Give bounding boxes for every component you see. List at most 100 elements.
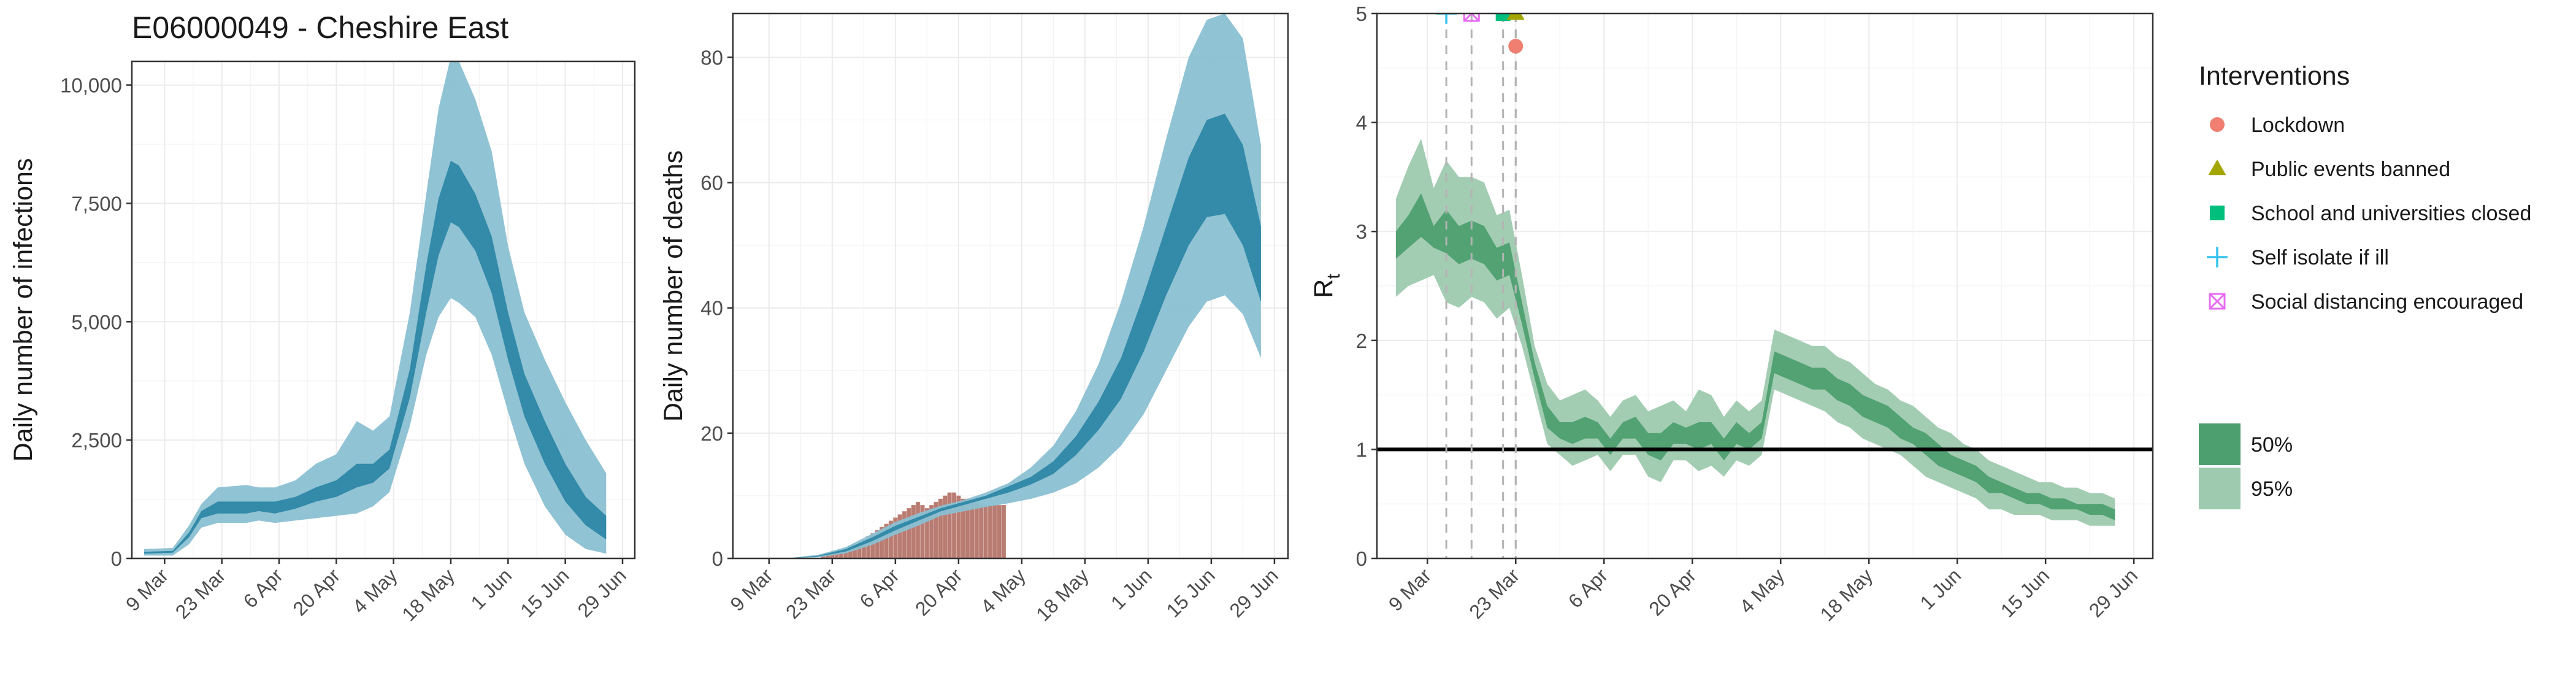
x-tick-label: 18 May <box>1032 564 1093 625</box>
death-bar <box>920 504 925 558</box>
x-tick-label: 29 Jun <box>573 564 631 621</box>
legend-item-label: School and universities closed <box>2251 202 2531 225</box>
panel-border <box>131 60 636 560</box>
x-tick-label: 15 Jun <box>1996 564 2053 621</box>
legend-band-swatch <box>2199 468 2241 509</box>
legend-marker <box>2210 206 2225 220</box>
y-tick-label: 20 <box>700 422 723 445</box>
x-tick-label: 1 Jun <box>1915 564 1965 614</box>
legend-marker <box>2209 293 2226 310</box>
legend-band-swatch <box>2199 423 2241 465</box>
legend-marker <box>2208 160 2226 176</box>
legend-item-label: Self isolate if ill <box>2251 246 2389 269</box>
x-tick-label: 1 Jun <box>1106 564 1156 614</box>
x-tick-label: 4 May <box>1735 564 1788 617</box>
legend-item-label: Lockdown <box>2251 114 2345 137</box>
figure-title: E06000049 - Cheshire East <box>132 10 508 45</box>
y-tick-label: 0 <box>1356 547 1367 570</box>
x-tick-label: 6 Apr <box>239 564 288 612</box>
panel-border <box>1376 12 2154 560</box>
y-tick-label: 4 <box>1356 112 1367 134</box>
y-tick-label: 80 <box>700 46 723 69</box>
legend-band-label: 50% <box>2251 433 2293 457</box>
legend-marker <box>2207 247 2228 268</box>
x-tick-label: 9 Mar <box>1384 564 1436 615</box>
band-95 <box>144 61 607 556</box>
y-tick-label: 40 <box>700 297 723 320</box>
x-tick-label: 18 May <box>1815 564 1877 625</box>
x-tick-label: 9 Mar <box>121 564 173 615</box>
x-tick-label: 6 Apr <box>856 564 904 612</box>
legend-title: Interventions <box>2199 61 2350 91</box>
x-tick-label: 20 Apr <box>911 564 967 620</box>
x-tick-label: 15 Jun <box>1162 564 1219 621</box>
intervention-marker <box>1506 14 1525 20</box>
y-tick-label: 3 <box>1356 220 1367 243</box>
plot-area <box>144 61 607 556</box>
legend-item-label: Public events banned <box>2251 158 2450 181</box>
deaths-panel: 0 20 40 60 80 9 Mar 23 Mar 6 Apr 20 Apr 4 May 18 M… <box>659 12 1289 625</box>
death-bar <box>997 504 1002 558</box>
band-50 <box>1395 193 2115 520</box>
legend: Interventions Lockdown Public events banne… <box>2199 61 2531 509</box>
x-tick-label: 9 Mar <box>726 564 778 615</box>
death-bar <box>902 511 907 558</box>
x-tick-label: 1 Jun <box>466 564 516 614</box>
x-tick-label: 18 May <box>397 564 459 625</box>
rt-panel: 0 1 2 3 4 5 9 Mar 23 Mar 6 Apr 20 Apr 4 May 18 May 1… <box>1309 2 2154 625</box>
x-tick-label: 20 Apr <box>1644 564 1700 620</box>
death-bar <box>970 501 975 558</box>
death-bar <box>987 504 993 558</box>
death-bar <box>974 501 979 558</box>
y-tick-label: 10,000 <box>60 74 122 97</box>
legend-band-label: 95% <box>2251 477 2293 501</box>
y-tick-label: 0 <box>111 547 122 570</box>
y-tick-label: 5 <box>1356 2 1367 25</box>
death-bar <box>875 530 880 558</box>
band-50 <box>746 114 1261 558</box>
x-tick-label: 23 Mar <box>1465 564 1524 623</box>
x-tick-label: 29 Jun <box>1225 564 1282 621</box>
death-bar <box>933 501 938 558</box>
plot-area <box>1377 14 2153 558</box>
y-axis-label: Daily number of infections <box>9 158 38 462</box>
y-tick-label: 0 <box>712 547 723 570</box>
intervention-marker <box>1436 14 1457 24</box>
panel-border <box>732 12 1289 560</box>
death-bar <box>924 508 929 558</box>
intervention-marker <box>1463 14 1480 22</box>
x-tick-label: 4 May <box>348 564 402 617</box>
x-tick-label: 23 Mar <box>171 564 230 623</box>
x-tick-label: 23 Mar <box>781 564 840 623</box>
death-bar <box>979 504 984 558</box>
band-50 <box>144 161 607 554</box>
y-tick-label: 2 <box>1356 330 1367 352</box>
death-bar <box>911 504 916 558</box>
y-tick-label: 7,500 <box>71 192 122 215</box>
death-bar <box>916 501 921 558</box>
x-tick-label: 20 Apr <box>288 564 344 620</box>
legend-marker <box>2210 117 2225 132</box>
death-bar <box>960 498 965 558</box>
x-tick-label: 15 Jun <box>516 564 573 621</box>
y-axis-label-subscript: t <box>1324 274 1344 279</box>
x-tick-label: 6 Apr <box>1564 564 1612 612</box>
y-tick-label: 1 <box>1356 438 1367 461</box>
intervention-marker <box>1508 39 1524 54</box>
legend-item-label: Social distancing encouraged <box>2251 290 2523 314</box>
x-tick-label: 29 Jun <box>2085 564 2142 621</box>
death-bar <box>983 504 988 558</box>
band-95 <box>746 14 1261 558</box>
intervention-marker <box>1495 14 1511 21</box>
death-bar <box>929 504 934 558</box>
y-axis-label: Daily number of deaths <box>659 150 688 422</box>
death-bar <box>1001 504 1006 558</box>
x-tick-label: 4 May <box>976 564 1030 617</box>
death-bar <box>938 498 943 558</box>
death-bar <box>870 533 875 558</box>
death-bar <box>992 504 997 558</box>
y-tick-label: 2,500 <box>71 429 122 452</box>
